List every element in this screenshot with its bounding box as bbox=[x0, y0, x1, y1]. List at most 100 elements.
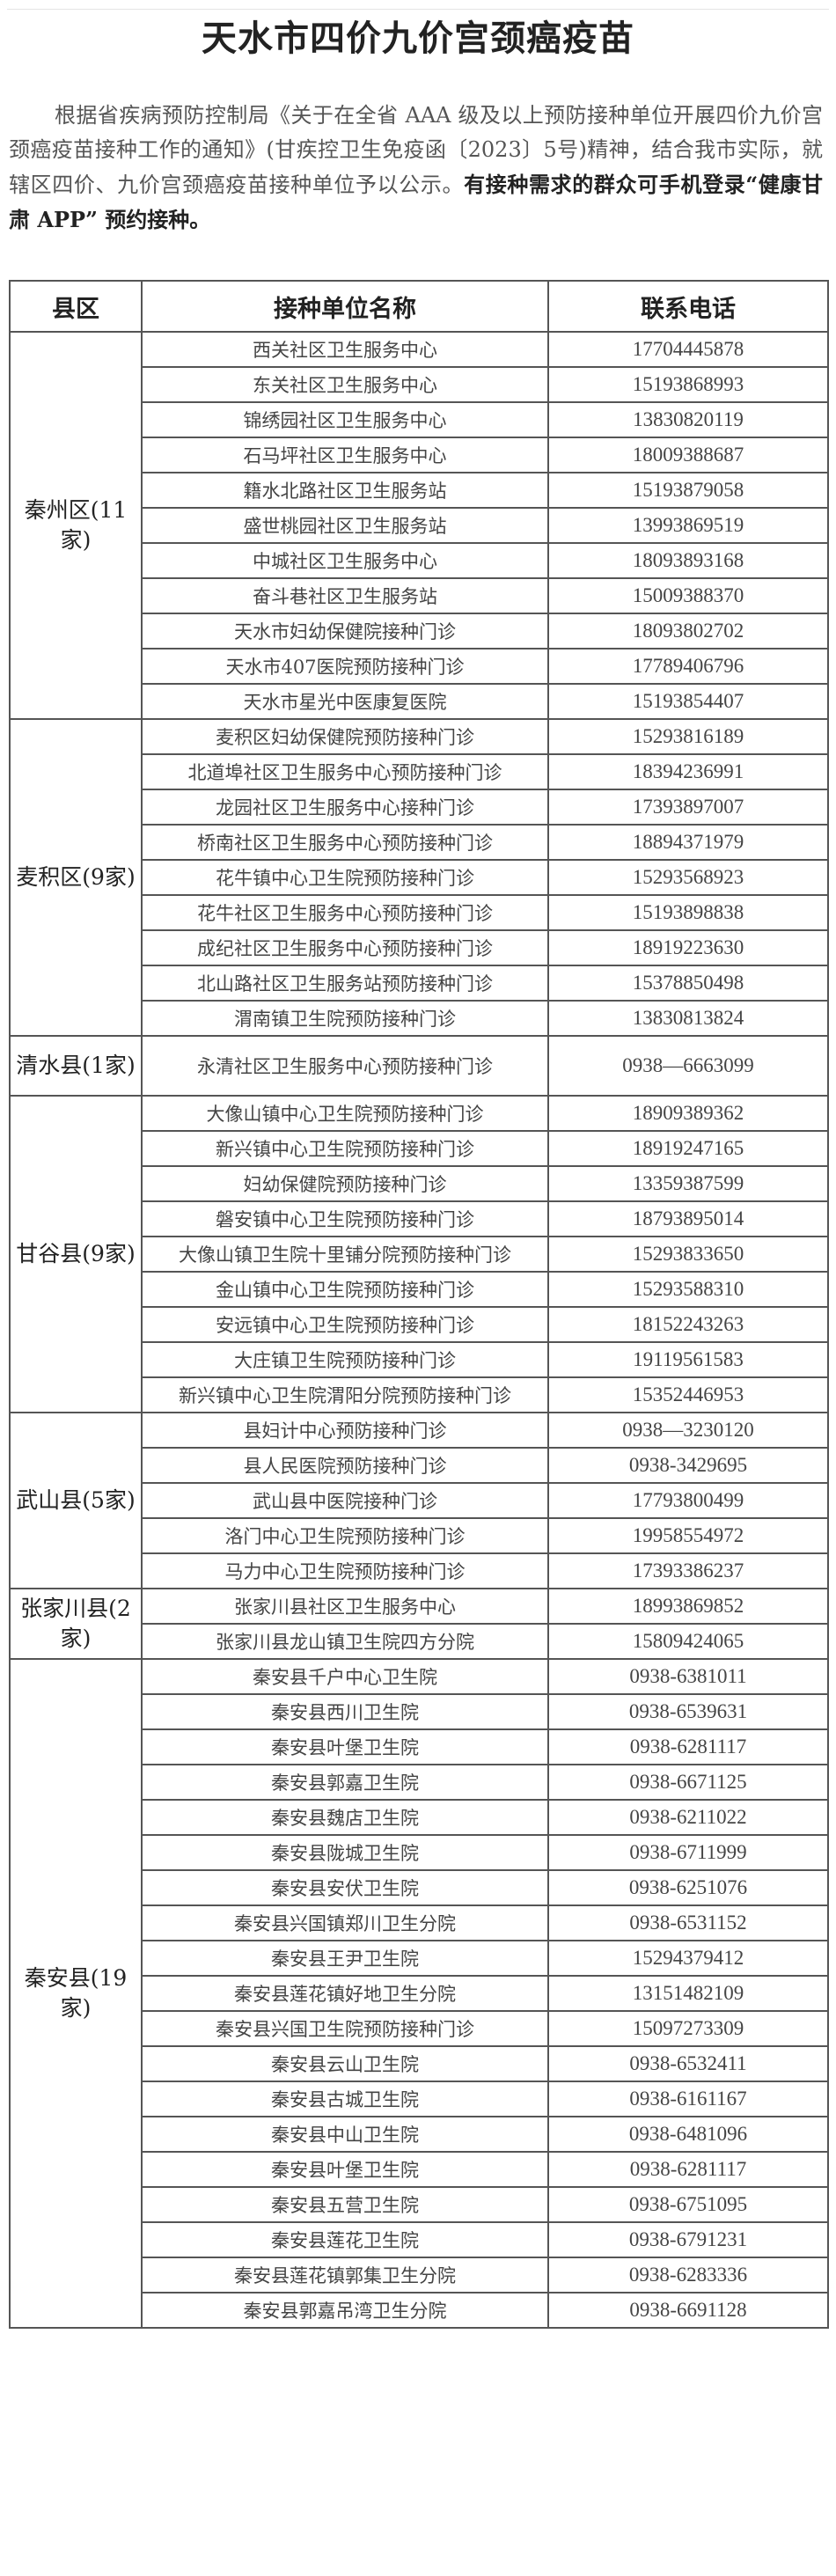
phone-cell: 17393897007 bbox=[547, 789, 829, 826]
phone-cell: 15293568923 bbox=[547, 859, 829, 896]
phone-cell: 0938-6539631 bbox=[547, 1693, 829, 1730]
phone-cell: 0938-6251076 bbox=[547, 1869, 829, 1906]
table-row: 中城社区卫生服务中心 18093893168 bbox=[10, 542, 829, 579]
phone-cell: 0938-6381011 bbox=[547, 1658, 829, 1695]
table-row: 石马坪社区卫生服务中心 18009388687 bbox=[10, 437, 829, 473]
phone-cell: 17704445878 bbox=[547, 331, 829, 368]
unit-name-cell: 秦安县西川卫生院 bbox=[141, 1693, 549, 1730]
phone-cell: 0938-6711999 bbox=[547, 1834, 829, 1871]
unit-name-cell: 秦安县兴国镇郑川卫生分院 bbox=[141, 1904, 549, 1941]
table-row: 秦安县莲花镇好地卫生分院 13151482109 bbox=[10, 1975, 829, 2012]
unit-name-cell: 大庄镇卫生院预防接种门诊 bbox=[141, 1341, 549, 1378]
unit-name-cell: 北山路社区卫生服务站预防接种门诊 bbox=[141, 965, 549, 1002]
phone-cell: 17793800499 bbox=[547, 1482, 829, 1519]
phone-cell: 0938-6671125 bbox=[547, 1764, 829, 1801]
phone-cell: 17393386237 bbox=[547, 1552, 829, 1589]
phone-cell: 18009388687 bbox=[547, 437, 829, 473]
phone-cell: 15193868993 bbox=[547, 366, 829, 403]
unit-name-cell: 石马坪社区卫生服务中心 bbox=[141, 437, 549, 473]
table-row: 张家川县龙山镇卫生院四方分院 15809424065 bbox=[10, 1623, 829, 1660]
table-row: 桥南社区卫生服务中心预防接种门诊 18894371979 bbox=[10, 824, 829, 861]
unit-name-cell: 西关社区卫生服务中心 bbox=[141, 331, 549, 368]
phone-cell: 0938—3230120 bbox=[547, 1412, 829, 1449]
phone-cell: 19119561583 bbox=[547, 1341, 829, 1378]
phone-cell: 0938-6281117 bbox=[547, 2151, 829, 2188]
unit-name-cell: 中城社区卫生服务中心 bbox=[141, 542, 549, 579]
phone-cell: 15293588310 bbox=[547, 1271, 829, 1308]
table-row: 大庄镇卫生院预防接种门诊 19119561583 bbox=[10, 1341, 829, 1378]
table-row: 清水县(1家) 永清社区卫生服务中心预防接种门诊 0938—6663099 bbox=[9, 1035, 829, 1097]
table-row: 天水市407医院预防接种门诊 17789406796 bbox=[10, 648, 829, 685]
table-row: 锦绣园社区卫生服务中心 13830820119 bbox=[10, 401, 829, 438]
phone-cell: 15009388370 bbox=[547, 577, 829, 614]
unit-name-cell: 天水市星光中医康复医院 bbox=[141, 683, 549, 720]
phone-cell: 15352446953 bbox=[547, 1376, 829, 1413]
table-row: 东关社区卫生服务中心 15193868993 bbox=[10, 366, 829, 403]
intro-paragraph: 根据省疾病预防控制局《关于在全省 AAA 级及以上预防接种单位开展四价九价宫颈癌… bbox=[9, 99, 823, 238]
phone-cell: 0938—6663099 bbox=[547, 1035, 829, 1097]
header-district: 县区 bbox=[9, 280, 143, 333]
district-cell: 麦积区(9家) bbox=[9, 718, 143, 1037]
phone-cell: 0938-6281117 bbox=[547, 1728, 829, 1765]
table-row: 武山县(5家) 县妇计中心预防接种门诊 0938—3230120 bbox=[9, 1412, 829, 1589]
unit-name-cell: 永清社区卫生服务中心预防接种门诊 bbox=[141, 1035, 549, 1097]
phone-cell: 15378850498 bbox=[547, 965, 829, 1002]
unit-name-cell: 安远镇中心卫生院预防接种门诊 bbox=[141, 1306, 549, 1343]
phone-cell: 0938-6481096 bbox=[547, 2116, 829, 2153]
table-row: 麦积区(9家) 麦积区妇幼保健院预防接种门诊 15293816189 bbox=[9, 718, 829, 1037]
header-unit-name: 接种单位名称 bbox=[141, 280, 549, 333]
district-cell: 清水县(1家) bbox=[9, 1035, 143, 1097]
unit-name-cell: 渭南镇卫生院预防接种门诊 bbox=[141, 1000, 549, 1037]
table-row: 秦安县陇城卫生院 0938-6711999 bbox=[10, 1834, 829, 1871]
unit-name-cell: 花牛社区卫生服务中心预防接种门诊 bbox=[141, 894, 549, 931]
table-row: 奋斗巷社区卫生服务站 15009388370 bbox=[10, 577, 829, 614]
table-row: 花牛社区卫生服务中心预防接种门诊 15193898838 bbox=[10, 894, 829, 931]
phone-cell: 18909389362 bbox=[547, 1095, 829, 1132]
phone-cell: 18394236991 bbox=[547, 753, 829, 790]
unit-name-cell: 县人民医院预防接种门诊 bbox=[141, 1447, 549, 1484]
table-row: 秦安县兴国镇郑川卫生分院 0938-6531152 bbox=[10, 1904, 829, 1941]
district-cell: 甘谷县(9家) bbox=[9, 1095, 143, 1413]
unit-name-cell: 秦安县古城卫生院 bbox=[141, 2081, 549, 2117]
unit-name-cell: 东关社区卫生服务中心 bbox=[141, 366, 549, 403]
phone-cell: 0938-6791231 bbox=[547, 2221, 829, 2258]
table-row: 秦安县莲花卫生院 0938-6791231 bbox=[10, 2221, 829, 2258]
table-row: 秦安县西川卫生院 0938-6539631 bbox=[10, 1693, 829, 1730]
unit-name-cell: 麦积区妇幼保健院预防接种门诊 bbox=[141, 718, 549, 755]
phone-cell: 15294379412 bbox=[547, 1940, 829, 1977]
table-row: 秦安县五营卫生院 0938-6751095 bbox=[10, 2186, 829, 2223]
table-row: 北道埠社区卫生服务中心预防接种门诊 18394236991 bbox=[10, 753, 829, 790]
phone-cell: 0938-6161167 bbox=[547, 2081, 829, 2117]
unit-name-cell: 成纪社区卫生服务中心预防接种门诊 bbox=[141, 929, 549, 966]
table-row: 妇幼保健院预防接种门诊 13359387599 bbox=[10, 1165, 829, 1202]
unit-name-cell: 秦安县云山卫生院 bbox=[141, 2045, 549, 2082]
phone-cell: 15809424065 bbox=[547, 1623, 829, 1660]
unit-name-cell: 磐安镇中心卫生院预防接种门诊 bbox=[141, 1200, 549, 1237]
table-row: 秦安县郭嘉吊湾卫生分院 0938-6691128 bbox=[10, 2292, 829, 2329]
table-row: 新兴镇中心卫生院渭阳分院预防接种门诊 15352446953 bbox=[10, 1376, 829, 1413]
phone-cell: 0938-6283336 bbox=[547, 2257, 829, 2293]
table-row: 磐安镇中心卫生院预防接种门诊 18793895014 bbox=[10, 1200, 829, 1237]
phone-cell: 0938-3429695 bbox=[547, 1447, 829, 1484]
phone-cell: 13830813824 bbox=[547, 1000, 829, 1037]
unit-name-cell: 秦安县安伏卫生院 bbox=[141, 1869, 549, 1906]
district-cell: 武山县(5家) bbox=[9, 1412, 143, 1589]
unit-name-cell: 武山县中医院接种门诊 bbox=[141, 1482, 549, 1519]
phone-cell: 18919247165 bbox=[547, 1130, 829, 1167]
table-row: 天水市星光中医康复医院 15193854407 bbox=[10, 683, 829, 720]
table-row: 张家川县(2家) 张家川县社区卫生服务中心 18993869852 bbox=[9, 1588, 829, 1660]
unit-name-cell: 县妇计中心预防接种门诊 bbox=[141, 1412, 549, 1449]
table-row: 马力中心卫生院预防接种门诊 17393386237 bbox=[10, 1552, 829, 1589]
unit-name-cell: 大像山镇中心卫生院预防接种门诊 bbox=[141, 1095, 549, 1132]
unit-name-cell: 龙园社区卫生服务中心接种门诊 bbox=[141, 789, 549, 826]
unit-name-cell: 秦安县陇城卫生院 bbox=[141, 1834, 549, 1871]
phone-cell: 18093802702 bbox=[547, 613, 829, 650]
header-phone: 联系电话 bbox=[547, 280, 829, 333]
unit-name-cell: 妇幼保健院预防接种门诊 bbox=[141, 1165, 549, 1202]
table-row: 秦安县安伏卫生院 0938-6251076 bbox=[10, 1869, 829, 1906]
unit-name-cell: 张家川县社区卫生服务中心 bbox=[141, 1588, 549, 1625]
intro-emphasis: 有接种需求的群众可手机登录“健康甘肃 APP” 预约接种。 bbox=[9, 172, 824, 232]
unit-name-cell: 籍水北路社区卫生服务站 bbox=[141, 472, 549, 509]
unit-name-cell: 锦绣园社区卫生服务中心 bbox=[141, 401, 549, 438]
phone-cell: 13993869519 bbox=[547, 507, 829, 544]
